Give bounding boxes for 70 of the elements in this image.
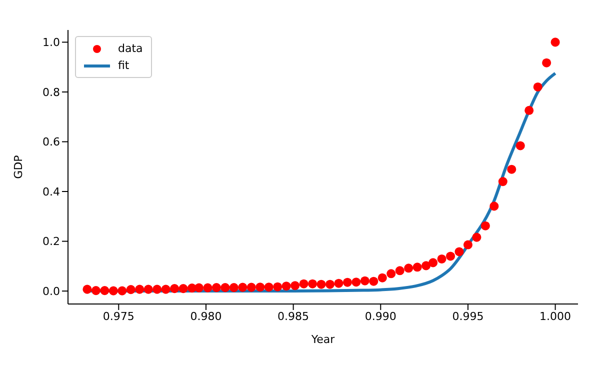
point <box>238 282 248 292</box>
point <box>220 283 230 292</box>
point <box>516 141 525 150</box>
point <box>246 282 256 292</box>
y-tick-label: 1.0 <box>42 36 60 50</box>
point <box>454 247 464 256</box>
point <box>422 261 431 270</box>
point <box>264 282 274 292</box>
point <box>404 264 414 273</box>
legend-label: fit <box>118 59 130 72</box>
point <box>170 284 180 294</box>
x-tick-label: 0.980 <box>190 310 222 323</box>
point <box>342 278 352 287</box>
point <box>412 262 422 272</box>
point <box>334 278 344 288</box>
point <box>203 283 212 292</box>
point <box>194 283 204 292</box>
point <box>386 269 396 278</box>
point <box>308 279 318 288</box>
y-tick-label: 0.6 <box>42 136 60 149</box>
point <box>378 273 387 282</box>
y-tick-label: 0.4 <box>42 185 60 198</box>
point <box>316 280 326 289</box>
x-tick-label: 0.985 <box>278 310 310 323</box>
point <box>352 278 361 287</box>
point <box>369 276 378 286</box>
point <box>490 202 499 211</box>
point <box>273 282 282 292</box>
point <box>290 281 300 290</box>
point <box>126 285 136 294</box>
point <box>533 82 542 92</box>
point <box>229 283 238 292</box>
point <box>108 286 118 296</box>
x-tick-label: 1.000 <box>540 310 572 323</box>
legend-label: data <box>118 42 143 55</box>
point <box>446 252 456 261</box>
point <box>325 280 334 289</box>
point <box>437 254 446 264</box>
point <box>212 283 221 292</box>
point <box>472 232 482 242</box>
y-tick-label: 0.2 <box>42 235 60 248</box>
y-tick-label: 0.8 <box>42 86 60 99</box>
point <box>282 282 291 291</box>
point <box>82 284 92 294</box>
point <box>161 284 170 294</box>
point <box>395 266 404 276</box>
point <box>299 279 308 288</box>
point <box>100 286 110 296</box>
point <box>428 258 438 268</box>
point <box>135 284 144 294</box>
x-tick-label: 0.975 <box>102 310 134 323</box>
point <box>360 276 370 286</box>
point <box>524 106 534 115</box>
point <box>542 58 552 68</box>
x-tick-label: 0.995 <box>452 310 484 323</box>
point <box>118 286 127 296</box>
point <box>550 38 560 47</box>
point <box>91 286 100 296</box>
y-tick-label: 0.0 <box>42 284 60 298</box>
point <box>507 164 516 174</box>
point <box>152 284 162 294</box>
x-axis-title: Year <box>310 333 336 346</box>
x-tick-label: 0.990 <box>364 310 396 323</box>
point <box>178 284 188 294</box>
point <box>144 284 153 294</box>
point <box>498 177 508 186</box>
y-axis-title: GDP <box>12 154 25 179</box>
point <box>256 282 265 292</box>
point <box>480 221 490 230</box>
point <box>463 240 472 250</box>
